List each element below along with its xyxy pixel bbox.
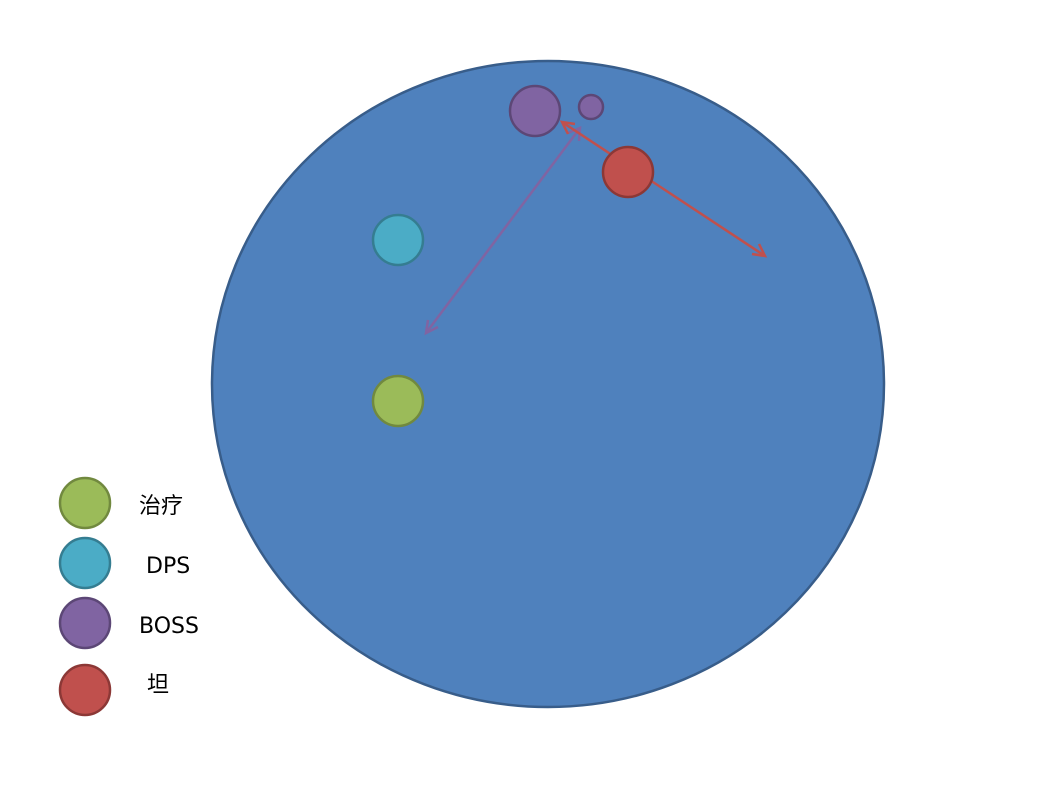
tank: [601, 145, 655, 199]
boss-small: [577, 93, 605, 121]
legend-label: DPS: [146, 554, 190, 579]
legend-label: 坦: [147, 673, 169, 698]
healer: [371, 374, 425, 428]
legend-swatch: [58, 536, 112, 590]
legend-swatch: [58, 476, 112, 530]
boss: [508, 84, 562, 138]
legend-swatch: [58, 596, 112, 650]
tank-arrow: [559, 120, 768, 258]
legend-label: BOSS: [139, 614, 199, 639]
dps: [371, 213, 425, 267]
legend-swatch: [58, 663, 112, 717]
boss-arrow: [424, 126, 582, 336]
arena: [210, 59, 886, 709]
legend: 治疗 DPS BOSS 坦: [58, 476, 199, 717]
legend-label: 治疗: [139, 494, 183, 519]
